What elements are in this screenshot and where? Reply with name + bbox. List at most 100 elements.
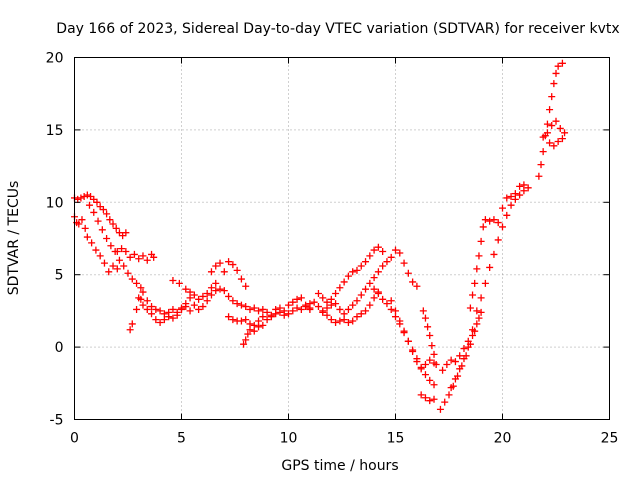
data-point (126, 253, 134, 261)
data-point (100, 259, 108, 267)
data-point (332, 290, 340, 298)
data-point (152, 305, 160, 313)
data-point (387, 297, 395, 305)
data-point (310, 298, 318, 306)
data-point (477, 308, 485, 316)
data-point (432, 360, 440, 368)
data-point (103, 210, 111, 218)
data-point (469, 332, 477, 340)
data-point (471, 279, 479, 287)
data-point (229, 297, 237, 305)
data-point (259, 321, 267, 329)
data-point (511, 190, 519, 198)
data-point (207, 268, 215, 276)
x-axis-label: GPS time / hours (281, 458, 398, 474)
data-point (558, 59, 566, 67)
data-point (85, 201, 93, 209)
data-point (242, 316, 250, 324)
y-tick-labels: -5 0 5 10 15 20 (46, 51, 64, 429)
data-point (128, 275, 136, 283)
data-point (242, 282, 250, 290)
data-point (362, 258, 370, 266)
data-point (404, 337, 412, 345)
data-point (250, 304, 258, 312)
data-point (244, 330, 252, 338)
data-point (229, 261, 237, 269)
data-point (133, 305, 141, 313)
data-point (546, 106, 554, 114)
data-point (374, 290, 382, 298)
data-point (477, 294, 485, 302)
data-point (556, 124, 564, 132)
data-point (424, 323, 432, 331)
data-point (475, 252, 483, 260)
data-point (297, 294, 305, 302)
data-point (160, 316, 168, 324)
data-point (479, 223, 487, 231)
data-point (323, 311, 331, 319)
data-point (103, 235, 111, 242)
data-point (558, 135, 566, 143)
data-point (255, 307, 263, 315)
data-point (494, 219, 502, 227)
data-point (105, 268, 113, 276)
data-point (139, 288, 147, 296)
x-tick-label: 20 (494, 431, 512, 447)
data-point (113, 265, 121, 273)
data-point (426, 356, 434, 364)
data-point (436, 405, 444, 413)
data-point (548, 93, 556, 101)
y-axis-label: SDTVAR / TECUs (6, 181, 22, 296)
data-point (169, 314, 177, 322)
data-point (118, 245, 126, 253)
data-point (216, 285, 224, 293)
data-point (460, 355, 468, 363)
data-point (535, 172, 543, 180)
data-point (77, 194, 85, 202)
data-point (464, 343, 472, 351)
data-point (499, 204, 506, 212)
data-point (370, 285, 378, 293)
data-point (473, 307, 481, 315)
data-point (421, 314, 429, 322)
data-point (503, 194, 511, 202)
plot-frame (74, 57, 610, 420)
data-point (139, 301, 147, 309)
data-point (207, 291, 215, 299)
data-point (503, 211, 511, 219)
data-point (250, 327, 258, 335)
data-point (128, 320, 136, 328)
data-point (150, 253, 158, 261)
data-point (289, 307, 297, 315)
data-point (148, 310, 156, 318)
data-point (516, 182, 524, 190)
data-point (233, 300, 241, 308)
data-point (109, 220, 117, 228)
data-point (421, 360, 429, 368)
data-point (370, 246, 378, 254)
x-tick-label: 5 (177, 431, 186, 447)
chart-title: Day 166 of 2023, Sidereal Day-to-day VTE… (56, 21, 619, 37)
data-point (445, 391, 453, 399)
data-point (481, 279, 489, 287)
axis-ticks (74, 57, 610, 420)
data-point (473, 320, 481, 328)
data-point (83, 233, 91, 241)
data-point (426, 376, 434, 384)
data-point (182, 285, 190, 293)
data-point (143, 305, 151, 313)
data-point (554, 137, 562, 145)
data-point (340, 278, 348, 286)
data-point (199, 292, 207, 300)
data-point (152, 316, 160, 324)
data-point (259, 313, 267, 321)
data-point (409, 278, 417, 286)
data-point (212, 287, 220, 295)
data-point (387, 253, 395, 261)
data-point (203, 297, 211, 305)
data-point (314, 290, 322, 298)
data-point (383, 258, 391, 266)
data-point (400, 259, 408, 267)
y-tick-label: 15 (46, 123, 64, 139)
data-point (456, 352, 464, 360)
